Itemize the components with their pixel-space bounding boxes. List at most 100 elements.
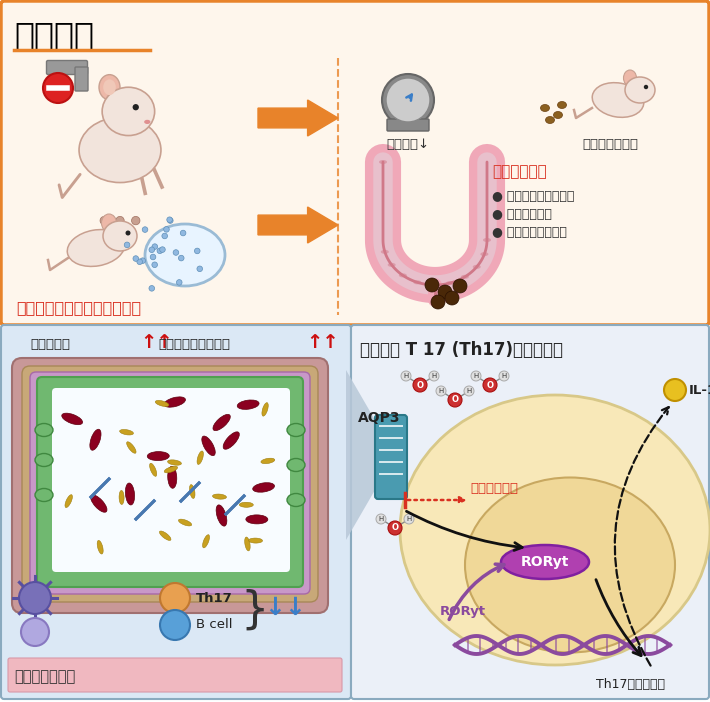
- Text: 飲水制限: 飲水制限: [14, 20, 94, 53]
- Ellipse shape: [246, 515, 268, 524]
- Ellipse shape: [164, 466, 178, 473]
- Circle shape: [178, 256, 184, 261]
- Ellipse shape: [97, 541, 103, 554]
- Text: H: H: [501, 373, 507, 379]
- Ellipse shape: [381, 250, 389, 254]
- Circle shape: [168, 218, 173, 223]
- Ellipse shape: [592, 83, 644, 117]
- Text: 体重減少↓: 体重減少↓: [386, 138, 430, 152]
- Ellipse shape: [168, 466, 177, 489]
- Ellipse shape: [248, 538, 263, 543]
- Circle shape: [448, 393, 462, 407]
- Text: 腸管病原細菌の定着: 腸管病原細菌の定着: [158, 338, 230, 352]
- Circle shape: [471, 371, 481, 381]
- Ellipse shape: [102, 87, 155, 135]
- Text: IL-17: IL-17: [689, 383, 710, 397]
- Circle shape: [149, 286, 155, 291]
- Text: H: H: [378, 516, 383, 522]
- Ellipse shape: [461, 274, 469, 279]
- Ellipse shape: [245, 537, 250, 551]
- Text: RORyt: RORyt: [521, 555, 569, 569]
- Ellipse shape: [212, 494, 226, 499]
- FancyBboxPatch shape: [75, 67, 88, 91]
- FancyBboxPatch shape: [1, 325, 351, 699]
- Text: ヘルパー T 17 (Th17)細胞の分化: ヘルパー T 17 (Th17)細胞の分化: [360, 341, 563, 359]
- Ellipse shape: [379, 160, 387, 164]
- Circle shape: [413, 378, 427, 392]
- Circle shape: [157, 248, 163, 253]
- FancyBboxPatch shape: [22, 366, 318, 602]
- Ellipse shape: [62, 413, 82, 425]
- Ellipse shape: [190, 484, 195, 498]
- Circle shape: [116, 216, 124, 225]
- Circle shape: [429, 371, 439, 381]
- Circle shape: [388, 521, 402, 535]
- Polygon shape: [258, 207, 338, 243]
- Ellipse shape: [213, 414, 230, 430]
- Ellipse shape: [65, 495, 72, 508]
- Circle shape: [177, 279, 182, 285]
- Polygon shape: [346, 370, 375, 540]
- Ellipse shape: [400, 395, 710, 665]
- Ellipse shape: [144, 120, 151, 124]
- Circle shape: [195, 248, 200, 253]
- Ellipse shape: [91, 495, 107, 512]
- Text: 腸管病原細菌の排除能が低下: 腸管病原細菌の排除能が低下: [16, 300, 141, 315]
- Text: Th17細胞の分化: Th17細胞の分化: [596, 679, 665, 691]
- Ellipse shape: [262, 403, 268, 416]
- FancyBboxPatch shape: [375, 415, 407, 499]
- Circle shape: [131, 216, 140, 225]
- Circle shape: [162, 233, 168, 239]
- Ellipse shape: [430, 283, 437, 287]
- Text: ● 排便量の低下: ● 排便量の低下: [492, 208, 552, 220]
- Text: H: H: [474, 373, 479, 379]
- Text: ● 大腸通過時間の延長: ● 大腸通過時間の延長: [492, 190, 574, 202]
- Circle shape: [160, 583, 190, 613]
- Ellipse shape: [168, 460, 182, 465]
- Circle shape: [445, 291, 459, 305]
- Text: 軽微な食欲不振: 軽微な食欲不振: [582, 138, 638, 152]
- Ellipse shape: [481, 252, 488, 256]
- Ellipse shape: [388, 263, 395, 267]
- Ellipse shape: [35, 489, 53, 501]
- Text: O: O: [417, 380, 423, 390]
- Ellipse shape: [79, 117, 161, 183]
- Text: 大腸粘膜固有層: 大腸粘膜固有層: [14, 670, 75, 684]
- Circle shape: [197, 266, 202, 272]
- Circle shape: [404, 514, 414, 524]
- Ellipse shape: [155, 400, 169, 406]
- Ellipse shape: [90, 429, 101, 450]
- Text: 水の流入低下: 水の流入低下: [470, 482, 518, 494]
- Ellipse shape: [413, 280, 421, 284]
- Circle shape: [173, 250, 179, 256]
- Ellipse shape: [103, 221, 137, 251]
- Text: H: H: [432, 373, 437, 379]
- Circle shape: [126, 230, 131, 235]
- Text: ↓↓: ↓↓: [264, 596, 306, 620]
- Text: H: H: [406, 516, 412, 522]
- Ellipse shape: [223, 432, 239, 449]
- Text: H: H: [438, 388, 444, 394]
- Ellipse shape: [540, 105, 550, 112]
- Circle shape: [431, 295, 445, 309]
- Ellipse shape: [67, 230, 125, 267]
- Text: 腸内細菌数: 腸内細菌数: [30, 338, 70, 352]
- Ellipse shape: [150, 463, 157, 477]
- Ellipse shape: [623, 70, 636, 86]
- Text: H: H: [466, 388, 471, 394]
- Ellipse shape: [446, 281, 454, 285]
- Circle shape: [499, 371, 509, 381]
- Circle shape: [149, 247, 155, 253]
- Ellipse shape: [465, 477, 675, 652]
- Circle shape: [436, 386, 446, 396]
- FancyBboxPatch shape: [52, 388, 290, 572]
- Circle shape: [133, 256, 138, 261]
- Ellipse shape: [554, 112, 562, 119]
- Circle shape: [453, 279, 467, 293]
- Ellipse shape: [119, 491, 124, 505]
- Circle shape: [483, 378, 497, 392]
- Ellipse shape: [202, 535, 209, 548]
- Text: }: }: [240, 588, 268, 632]
- Ellipse shape: [103, 79, 116, 95]
- FancyBboxPatch shape: [12, 358, 328, 613]
